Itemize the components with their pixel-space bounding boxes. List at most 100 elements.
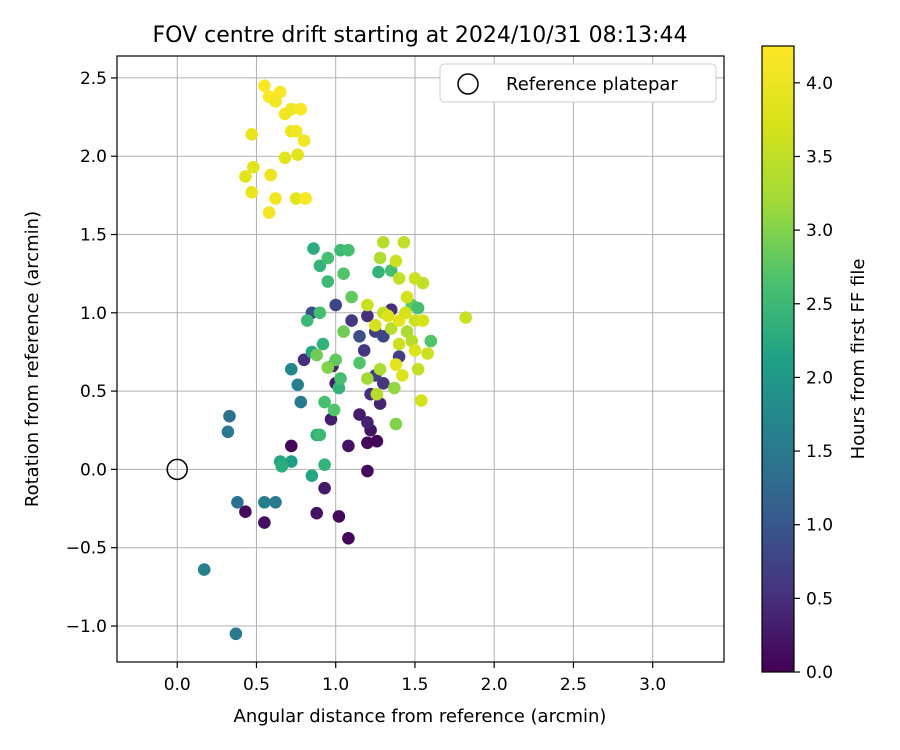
grid-lines: [117, 56, 724, 662]
data-point: [400, 325, 414, 338]
data-point: [389, 254, 403, 268]
data-point: [411, 362, 425, 376]
data-point: [345, 290, 358, 304]
data-point: [321, 251, 335, 265]
data-point: [361, 464, 374, 478]
data-point: [310, 506, 324, 520]
data-point: [408, 344, 422, 357]
y-tick-label: 2.0: [80, 147, 107, 167]
data-point: [342, 532, 355, 545]
x-tick-label: 1.0: [322, 675, 349, 695]
legend-label: Reference platepar: [506, 74, 678, 95]
data-point: [223, 409, 236, 423]
plot-frame: [116, 55, 725, 663]
y-axis-ticks: −1.0 −0.5 0.0 0.5 1.0 1.5 2.0 2.5: [66, 69, 117, 637]
data-point: [329, 298, 343, 312]
data-point: [377, 377, 390, 390]
data-point: [337, 325, 350, 338]
y-tick-label: 0.0: [80, 460, 107, 480]
data-point: [197, 563, 211, 576]
data-points: [197, 79, 473, 641]
y-tick-label: −0.5: [66, 539, 107, 559]
data-point: [294, 395, 308, 409]
x-tick-label: 3.0: [639, 675, 666, 695]
data-point: [318, 458, 331, 472]
data-point: [285, 455, 298, 468]
x-tick-label: 0.5: [243, 675, 270, 695]
colorbar-tick-label: 1.0: [806, 516, 833, 536]
y-tick-label: 1.0: [80, 304, 107, 324]
data-point: [381, 309, 395, 323]
data-point: [275, 460, 289, 473]
data-point: [384, 264, 398, 277]
data-point: [392, 272, 406, 285]
colorbar-tick-label: 4.0: [806, 74, 833, 94]
colorbar-tick-label: 0.5: [806, 589, 833, 609]
colorbar-tick-label: 2.0: [806, 368, 833, 388]
x-tick-label: 1.5: [401, 675, 428, 695]
plot-area: 0.0 0.5 1.0 1.5 2.0 2.5 3.0 −1.0 −0.5 0.0 0.5 1.0 1…: [66, 55, 725, 695]
legend-marker-icon: [457, 73, 479, 95]
data-point: [269, 95, 282, 108]
data-point: [415, 394, 428, 407]
data-point: [321, 275, 335, 288]
data-point: [316, 337, 330, 351]
data-point: [269, 496, 282, 509]
data-point: [318, 395, 331, 409]
colorbar-tick-label: 3.5: [806, 147, 833, 167]
data-point: [294, 102, 308, 116]
y-tick-label: −1.0: [66, 617, 107, 637]
data-point: [332, 510, 346, 523]
data-point: [231, 496, 244, 509]
data-point: [264, 168, 278, 182]
data-point: [285, 362, 298, 376]
data-point: [327, 403, 341, 417]
data-point: [258, 516, 271, 529]
data-point: [357, 344, 371, 357]
data-point: [285, 102, 298, 116]
data-point: [332, 381, 346, 395]
data-point: [396, 369, 409, 382]
legend: Reference platepar: [439, 63, 717, 103]
data-point: [313, 306, 327, 320]
data-point: [300, 314, 314, 327]
data-point: [345, 314, 358, 327]
data-point: [297, 134, 311, 147]
y-tick-label: 2.5: [80, 69, 107, 89]
data-point: [289, 192, 303, 205]
data-point: [247, 160, 260, 174]
reference-marker: [166, 458, 188, 481]
data-point: [416, 314, 430, 327]
data-point: [291, 378, 305, 392]
data-point: [370, 387, 384, 401]
x-axis-label: Angular distance from reference (arcmin): [234, 706, 607, 727]
colorbar-tick-label: 1.5: [806, 442, 833, 462]
data-point: [245, 185, 258, 199]
data-point: [353, 356, 366, 370]
data-point: [399, 306, 412, 320]
data-point: [313, 428, 327, 442]
data-point: [397, 236, 411, 249]
data-point: [373, 251, 387, 265]
colorbar-tick-label: 3.0: [806, 221, 833, 241]
colorbar: 0.0 0.5 1.0 1.5 2.0 2.5 3.0 3.5 4.0 Hours from f…: [761, 45, 869, 683]
data-point: [305, 469, 319, 483]
data-point: [372, 265, 385, 279]
data-point: [229, 627, 243, 641]
data-point: [269, 192, 282, 205]
colorbar-tick-label: 0.0: [806, 663, 833, 683]
data-point: [377, 236, 390, 249]
data-point: [370, 434, 384, 448]
colorbar-ticks: 0.0 0.5 1.0 1.5 2.0 2.5 3.0 3.5 4.0: [794, 74, 833, 683]
x-axis-ticks: 0.0 0.5 1.0 1.5 2.0 2.5 3.0: [164, 662, 666, 695]
y-tick-label: 0.5: [80, 382, 107, 402]
data-point: [221, 425, 235, 439]
data-point: [297, 353, 311, 367]
data-point: [369, 319, 382, 332]
data-point: [329, 353, 343, 367]
data-point: [388, 381, 401, 395]
data-point: [318, 481, 331, 495]
y-tick-label: 1.5: [80, 226, 107, 246]
data-point: [416, 276, 430, 290]
